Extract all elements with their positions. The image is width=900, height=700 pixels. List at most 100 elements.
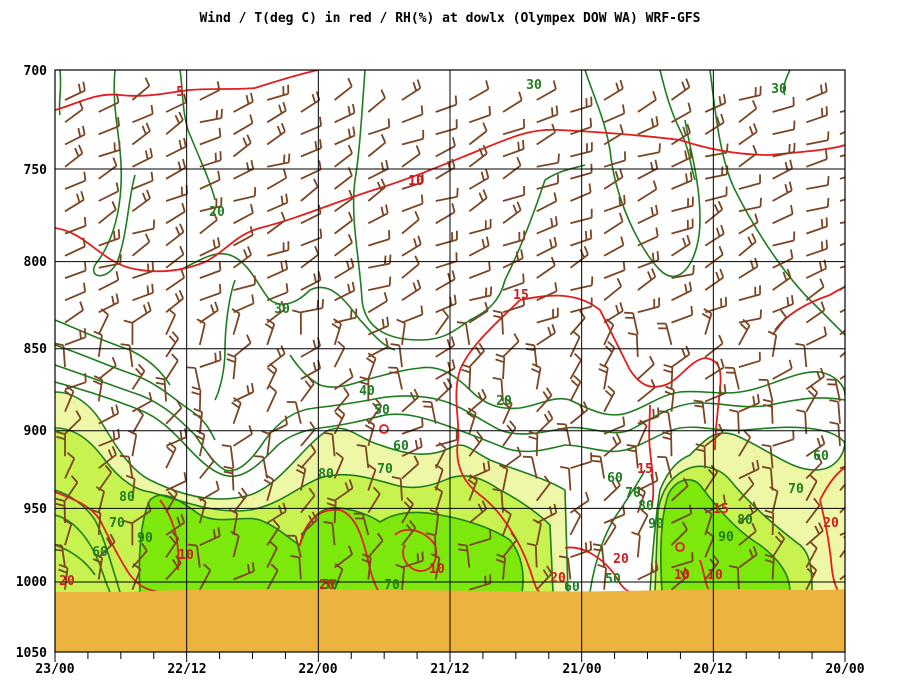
rh-label: 80	[638, 499, 654, 514]
wind-barb	[535, 475, 551, 502]
wind-barb	[536, 324, 556, 346]
wind-barb	[334, 144, 353, 168]
wind-barb	[422, 400, 437, 424]
wind-barb	[531, 363, 542, 390]
wind-barb	[597, 563, 607, 590]
wind-barb	[196, 318, 206, 346]
wind-barb	[839, 483, 845, 491]
wind-barb	[671, 265, 695, 279]
wind-barb	[232, 134, 252, 158]
wind-barb	[806, 239, 828, 257]
t-label: 10	[707, 568, 723, 583]
wind-barb	[603, 318, 615, 346]
wind-barb	[98, 404, 120, 425]
wind-barb	[806, 217, 828, 235]
wind-barb	[502, 446, 522, 469]
wind-barb	[603, 340, 616, 368]
wind-barb	[570, 183, 592, 202]
wind-barb	[738, 459, 760, 480]
wind-barb	[131, 233, 151, 257]
wind-barb	[233, 562, 255, 581]
wind-barb	[468, 169, 490, 190]
wind-barb	[670, 477, 689, 502]
wind-barb	[98, 229, 121, 247]
wind-barb	[637, 143, 661, 158]
rh-label: 80	[737, 513, 753, 528]
wind-barb	[603, 236, 625, 257]
wind-barb	[469, 218, 492, 235]
wind-barb	[165, 111, 184, 135]
wind-barb	[92, 553, 103, 580]
wind-barb	[401, 496, 414, 524]
wind-barb	[806, 197, 830, 213]
x-tick-labels: 23/00 22/12 22/00 21/12 21/00 20/12 20/0…	[35, 662, 864, 677]
wind-barb	[64, 125, 86, 146]
wind-barb	[368, 230, 391, 247]
wind-barb	[64, 144, 84, 168]
wind-barb	[98, 271, 120, 291]
wind-barb	[132, 219, 155, 235]
wind-barb	[367, 89, 386, 113]
wind-barb	[536, 410, 554, 435]
wind-barb	[390, 343, 403, 368]
wind-barb	[266, 385, 278, 413]
wind-barb	[536, 174, 559, 190]
wind-barb	[165, 399, 183, 425]
wind-barb	[468, 80, 490, 101]
wind-barb	[603, 416, 626, 435]
rh-label: 50	[374, 403, 390, 418]
wind-barb	[502, 397, 513, 425]
wind-barb	[266, 84, 290, 101]
wind-barb	[570, 452, 593, 470]
wind-barb	[603, 79, 624, 101]
wind-barb	[131, 501, 152, 524]
wind-barb	[772, 96, 795, 113]
wind-barb	[131, 148, 153, 168]
wind-barb	[502, 249, 524, 269]
wind-barb	[603, 261, 626, 279]
wind-barb	[805, 563, 818, 591]
wind-barb	[435, 230, 458, 247]
wind-barb	[197, 496, 207, 524]
wind-barb	[772, 120, 796, 136]
wind-barb	[132, 283, 154, 302]
rh-label: 40	[359, 384, 375, 399]
wind-barb	[468, 236, 490, 257]
wind-barb	[300, 245, 320, 269]
wind-barb	[368, 276, 392, 291]
wind-barb	[119, 454, 134, 479]
wind-barb	[839, 574, 845, 581]
wind-barb	[636, 508, 649, 536]
wind-barb	[131, 122, 151, 146]
wind-barb	[231, 308, 241, 335]
wind-barb	[165, 245, 185, 269]
wind-barb	[98, 293, 120, 314]
wind-barb	[434, 486, 444, 513]
wind-barb	[401, 520, 417, 546]
wind-barb	[839, 285, 845, 291]
y-tick-label: 900	[24, 424, 48, 439]
wind-barb	[266, 193, 289, 213]
wind-barb	[806, 106, 828, 124]
wind-barb	[263, 474, 275, 501]
wind-barb	[97, 464, 113, 491]
rh-label: 20	[496, 394, 512, 409]
wind-barb	[468, 388, 487, 413]
y-tick-label: 800	[24, 255, 48, 270]
wind-barb	[334, 189, 354, 213]
wind-barb	[536, 153, 560, 168]
wind-barb	[401, 235, 422, 257]
temperature-contour-labels: 5 10 15 15 15 10 10 10 10 20 20 20 20 20	[59, 85, 839, 593]
wind-barb	[300, 299, 324, 314]
wind-barb	[396, 318, 406, 346]
wind-barb	[805, 301, 826, 324]
rh-label: 70	[788, 482, 804, 497]
wind-barb	[457, 543, 471, 568]
wind-barb	[805, 454, 823, 480]
wind-barb	[637, 560, 659, 581]
wind-barb	[367, 337, 389, 358]
wind-barb	[738, 86, 762, 101]
wind-barb	[233, 294, 255, 314]
wind-barb	[98, 356, 117, 380]
wind-barb	[266, 283, 289, 302]
